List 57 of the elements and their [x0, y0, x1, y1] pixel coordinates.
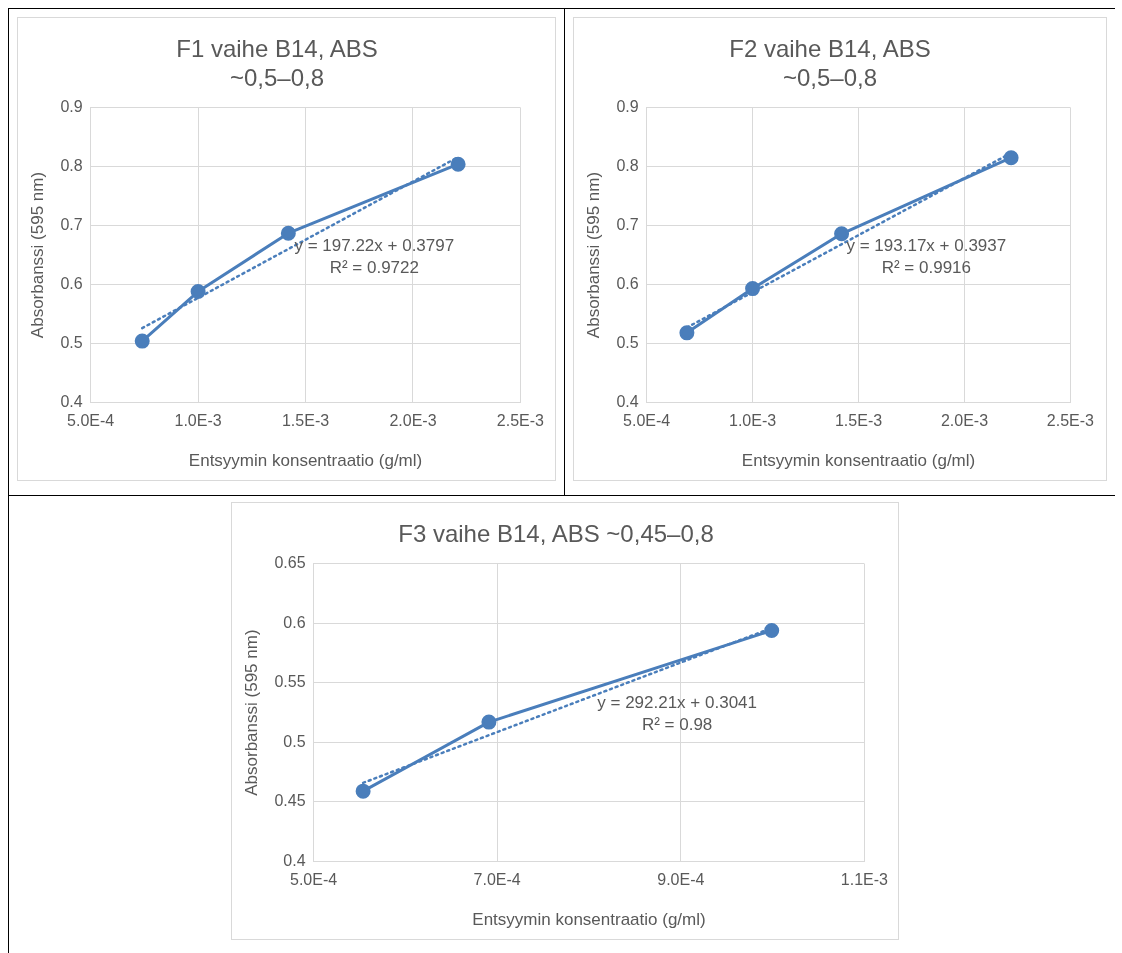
point [134, 333, 150, 349]
y-tick-label: 0.65 [274, 554, 306, 572]
chart-title: F3 vaihe B14, ABS ~0,45–0,8 [398, 520, 714, 548]
x-axis-title: Entsyymin konsentraatio (g/ml) [472, 910, 706, 930]
y-tick-label: 0.55 [274, 673, 306, 691]
y-tick-label: 0.7 [616, 215, 639, 233]
annotation: y = 193.17x + 0.3937 [846, 235, 1007, 255]
y-tick-label: 0.5 [616, 333, 639, 351]
y-tick-label: 0.45 [274, 792, 306, 810]
y-tick-label: 0.6 [60, 274, 83, 292]
y-tick-label: 0.7 [60, 215, 83, 233]
y-tick-label: 0.5 [283, 732, 306, 750]
y-tick-label: 0.4 [283, 851, 306, 869]
x-axis-title: Entsyymin konsentraatio (g/ml) [188, 451, 423, 471]
annotation: y = 292.21x + 0.3041 [597, 693, 757, 713]
point [745, 281, 761, 297]
annotation: R² = 0.98 [641, 715, 713, 735]
x-tick-label: 2.0E-3 [389, 412, 437, 430]
point [764, 622, 780, 638]
y-tick-label: 0.4 [616, 392, 639, 410]
x-tick-label: 1.5E-3 [834, 412, 883, 430]
x-tick-label: 1.5E-3 [281, 412, 330, 430]
y-tick-label: 0.8 [60, 156, 83, 174]
point [280, 225, 296, 241]
x-tick-label: 1.0E-3 [174, 412, 222, 430]
point [834, 226, 850, 242]
x-tick-label: 2.5E-3 [1046, 412, 1095, 430]
y-tick-label: 0.9 [60, 98, 83, 116]
point [450, 156, 466, 172]
chart-title: F1 vaihe B14, ABS ~0,5–0,8 [176, 35, 378, 91]
x-tick-label: 2.0E-3 [940, 412, 989, 430]
y-tick-label: 0.4 [60, 392, 83, 410]
point [355, 783, 371, 799]
y-axis-title: Absorbanssi (595 nm) [241, 629, 261, 796]
x-tick-label: 9.0E-4 [657, 871, 705, 889]
chart-title: F2 vaihe B14, ABS ~0,5–0,8 [729, 35, 931, 91]
x-tick-label: 2.5E-3 [496, 412, 545, 430]
y-tick-label: 0.6 [283, 613, 306, 631]
point [679, 325, 695, 341]
x-axis-title: Entsyymin konsentraatio (g/ml) [741, 451, 976, 471]
x-tick-label: 7.0E-4 [473, 871, 521, 889]
x-tick-label: 1.1E-3 [840, 871, 889, 889]
point [481, 714, 497, 730]
annotation: R² = 0.9722 [329, 257, 419, 277]
x-tick-label: 5.0E-4 [623, 412, 671, 430]
y-axis-title: Absorbanssi (595 nm) [27, 171, 47, 339]
annotation: R² = 0.9916 [881, 257, 971, 277]
x-tick-label: 5.0E-4 [289, 871, 338, 889]
point [1003, 150, 1019, 166]
x-tick-label: 1.0E-3 [729, 412, 777, 430]
x-tick-label: 5.0E-4 [67, 412, 115, 430]
point [190, 284, 206, 300]
y-tick-label: 0.5 [60, 333, 83, 351]
y-tick-label: 0.6 [616, 274, 639, 292]
y-axis-title: Absorbanssi (595 nm) [583, 171, 603, 339]
y-tick-label: 0.8 [616, 156, 639, 174]
y-tick-label: 0.9 [616, 98, 639, 116]
